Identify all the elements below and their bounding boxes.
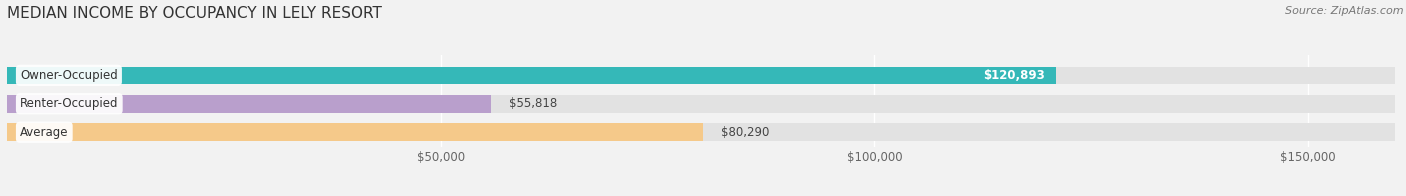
Bar: [7, 66, 1395, 84]
Bar: [7, 123, 1395, 141]
Text: Average: Average: [20, 126, 69, 139]
Bar: [7, 123, 703, 141]
Text: Source: ZipAtlas.com: Source: ZipAtlas.com: [1285, 6, 1403, 16]
Text: Renter-Occupied: Renter-Occupied: [20, 97, 118, 110]
Text: $80,290: $80,290: [721, 126, 769, 139]
Text: Owner-Occupied: Owner-Occupied: [20, 69, 118, 82]
Text: $55,818: $55,818: [509, 97, 557, 110]
Text: MEDIAN INCOME BY OCCUPANCY IN LELY RESORT: MEDIAN INCOME BY OCCUPANCY IN LELY RESOR…: [7, 6, 382, 21]
Bar: [7, 95, 491, 113]
Bar: [7, 66, 1056, 84]
Text: $120,893: $120,893: [983, 69, 1045, 82]
Bar: [7, 95, 1395, 113]
